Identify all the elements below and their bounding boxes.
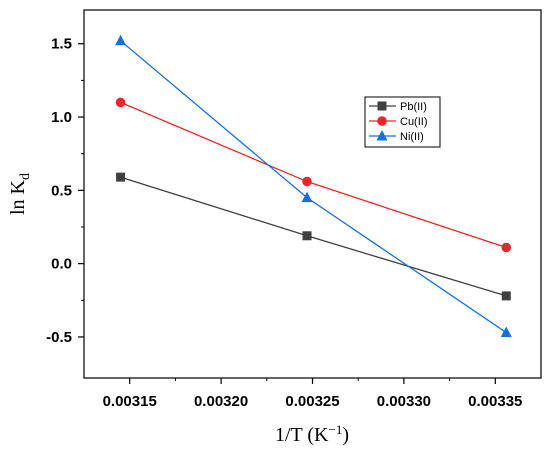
- y-tick-label: 1.0: [51, 109, 72, 126]
- data-point-pb-ii: [501, 291, 511, 301]
- data-point-ni-ii: [500, 326, 512, 338]
- y-tick-label: 0.5: [51, 182, 72, 199]
- data-point-cu-ii: [115, 97, 126, 108]
- legend-label-ni-ii: Ni(II): [400, 131, 424, 143]
- legend-label-cu-ii: Cu(II): [400, 116, 428, 128]
- x-tick-label: 0.00315: [103, 393, 157, 410]
- plot-frame: [83, 9, 542, 379]
- data-point-cu-ii: [501, 242, 512, 253]
- y-tick-label: 0.0: [51, 256, 72, 273]
- series-line-ni-ii: [120, 40, 507, 334]
- y-tick-label: -0.5: [46, 329, 72, 346]
- y-axis-title: ln Kd: [7, 173, 33, 215]
- legend-label-pb-ii: Pb(II): [400, 101, 427, 113]
- legend: Pb(II) Cu(II) Ni(II): [364, 96, 441, 148]
- x-axis-title: 1/T (K−1): [275, 422, 349, 446]
- x-tick-label: 0.00330: [377, 393, 431, 410]
- series-layer: [115, 34, 512, 338]
- data-point-ni-ii: [301, 191, 313, 203]
- x-tick-label: 0.00325: [285, 393, 339, 410]
- data-point-pb-ii: [302, 231, 312, 241]
- series-line-cu-ii: [120, 101, 507, 249]
- legend-marker-ni-ii: [376, 130, 388, 141]
- legend-marker-cu-ii: [377, 116, 387, 126]
- data-point-pb-ii: [116, 172, 126, 182]
- y-tick-label: 1.5: [51, 36, 72, 53]
- data-point-ni-ii: [115, 34, 127, 46]
- legend-marker-pb-ii: [377, 101, 387, 111]
- series-line-pb-ii: [120, 176, 507, 297]
- y-axis-ticks: 1.5 1.0 0.5 0.0 -0.5: [46, 36, 84, 346]
- x-tick-label: 0.00320: [194, 393, 248, 410]
- x-tick-label: 0.00335: [468, 393, 522, 410]
- x-axis-ticks: 0.00315 0.00320 0.00325 0.00330 0.00335: [103, 378, 522, 410]
- data-point-cu-ii: [302, 176, 312, 187]
